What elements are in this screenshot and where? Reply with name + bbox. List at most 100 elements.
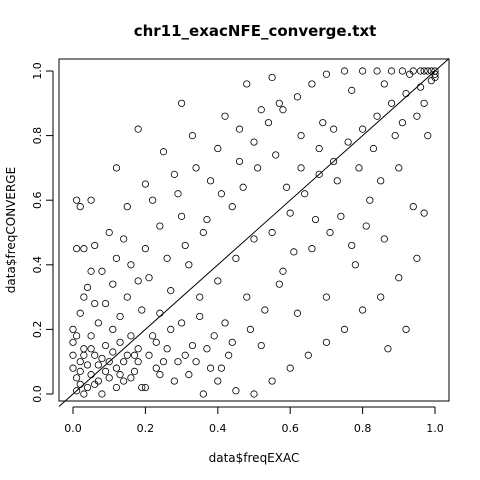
y-tick-label: 0.2 bbox=[31, 321, 44, 339]
data-point bbox=[141, 180, 149, 188]
data-point bbox=[156, 222, 164, 230]
data-point bbox=[319, 119, 327, 127]
data-point bbox=[145, 351, 153, 359]
data-point bbox=[206, 177, 215, 185]
x-tick-label: 0.0 bbox=[64, 422, 82, 435]
data-point bbox=[420, 209, 428, 217]
data-point bbox=[362, 222, 370, 230]
data-point bbox=[413, 112, 421, 120]
data-point bbox=[377, 293, 385, 301]
data-point bbox=[326, 228, 334, 237]
reference-line bbox=[58, 58, 450, 407]
data-point bbox=[130, 351, 139, 359]
data-point bbox=[73, 196, 81, 204]
data-point bbox=[315, 144, 323, 153]
data-point bbox=[203, 215, 211, 224]
data-point bbox=[351, 261, 359, 269]
data-point bbox=[73, 387, 81, 395]
data-point bbox=[311, 215, 320, 224]
data-point bbox=[112, 383, 121, 392]
data-point bbox=[138, 383, 146, 392]
data-point bbox=[105, 374, 113, 382]
data-point bbox=[91, 351, 99, 359]
data-point bbox=[134, 277, 142, 285]
data-point bbox=[69, 364, 77, 372]
data-point bbox=[409, 203, 417, 211]
data-point bbox=[377, 177, 385, 185]
data-point bbox=[297, 132, 305, 140]
data-point bbox=[228, 203, 236, 211]
data-point bbox=[196, 312, 204, 321]
data-point bbox=[268, 73, 276, 82]
data-point bbox=[268, 377, 276, 385]
data-point bbox=[138, 306, 146, 314]
data-point bbox=[366, 196, 374, 204]
data-point bbox=[69, 325, 77, 333]
data-point bbox=[214, 144, 222, 153]
data-point bbox=[420, 67, 428, 75]
data-point bbox=[293, 93, 302, 101]
data-point bbox=[199, 390, 207, 398]
data-point bbox=[120, 377, 128, 385]
data-point bbox=[221, 319, 229, 327]
data-point bbox=[185, 261, 193, 269]
data-point bbox=[127, 332, 135, 340]
data-point bbox=[80, 293, 88, 301]
data-point bbox=[181, 241, 189, 250]
data-point bbox=[76, 367, 84, 375]
data-point bbox=[387, 99, 396, 107]
data-point bbox=[235, 157, 244, 166]
data-point bbox=[76, 358, 84, 366]
data-point bbox=[268, 228, 276, 237]
data-point bbox=[101, 299, 110, 308]
data-point bbox=[167, 287, 175, 295]
data-point bbox=[257, 341, 265, 350]
data-point bbox=[80, 351, 88, 359]
data-point bbox=[98, 390, 106, 398]
data-point bbox=[76, 309, 84, 317]
data-point bbox=[214, 277, 222, 285]
data-point bbox=[355, 164, 363, 172]
data-point bbox=[116, 312, 124, 321]
data-point bbox=[94, 319, 102, 327]
data-point bbox=[83, 383, 92, 392]
data-point bbox=[203, 345, 211, 353]
data-point bbox=[178, 212, 186, 220]
x-tick-label: 0.6 bbox=[281, 422, 299, 435]
data-point bbox=[348, 86, 356, 94]
data-point bbox=[424, 132, 432, 140]
data-point bbox=[87, 267, 95, 275]
data-point bbox=[170, 170, 178, 178]
data-point bbox=[196, 293, 204, 301]
data-point bbox=[214, 377, 222, 385]
data-point bbox=[272, 151, 280, 159]
data-point bbox=[101, 367, 110, 375]
data-point bbox=[112, 254, 121, 262]
data-point bbox=[221, 112, 229, 120]
reference-line-group bbox=[58, 58, 450, 407]
y-tick-label: 0.4 bbox=[31, 256, 44, 274]
data-point bbox=[380, 235, 388, 243]
y-tick-label: 0.8 bbox=[31, 127, 44, 145]
data-point bbox=[431, 73, 439, 82]
data-point bbox=[246, 325, 254, 333]
data-point bbox=[279, 267, 287, 275]
data-point bbox=[94, 361, 102, 369]
x-axis-label: data$freqEXAC bbox=[209, 451, 300, 465]
data-point bbox=[87, 332, 95, 340]
data-point bbox=[80, 390, 88, 398]
data-point bbox=[290, 248, 298, 256]
data-point bbox=[76, 380, 84, 388]
data-point bbox=[87, 196, 95, 204]
data-point bbox=[120, 358, 128, 366]
data-point bbox=[178, 319, 186, 327]
data-point bbox=[250, 138, 258, 146]
data-point bbox=[358, 306, 367, 314]
data-point bbox=[98, 267, 106, 275]
data-point bbox=[369, 144, 378, 153]
data-point bbox=[127, 374, 135, 382]
data-point bbox=[261, 306, 269, 314]
data-point bbox=[243, 80, 251, 88]
data-point bbox=[322, 338, 330, 346]
data-point bbox=[127, 261, 135, 269]
